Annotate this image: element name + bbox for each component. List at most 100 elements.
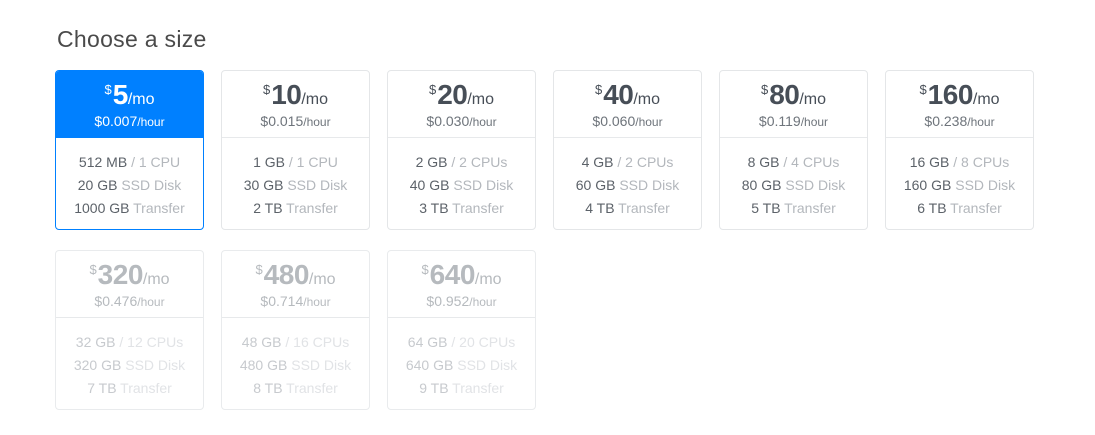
spec-value: 2 TB xyxy=(253,200,283,216)
monthly-price: $20/mo xyxy=(428,78,495,110)
size-grid: $5/mo $0.007/hour 512 MB / 1 CPU 20 GB S… xyxy=(55,70,1095,410)
spec-value: 40 GB xyxy=(409,177,450,193)
spec-value: 64 GB xyxy=(407,334,448,350)
spec-label: / 4 CPUs xyxy=(783,154,840,170)
currency-sign: $ xyxy=(760,81,769,97)
price-amount: 20 xyxy=(437,78,468,110)
price-period: /mo xyxy=(301,90,329,108)
hourly-period: /hour xyxy=(303,114,331,129)
price-period: /mo xyxy=(972,90,1000,108)
spec-value: 512 MB xyxy=(78,154,128,170)
spec-disk: 640 GB SSD Disk xyxy=(388,354,535,377)
spec-label: Transfer xyxy=(784,200,836,216)
hourly-price: $0.119/hour xyxy=(759,114,828,130)
spec-label: SSD Disk xyxy=(287,177,348,193)
spec-label: SSD Disk xyxy=(955,177,1016,193)
size-card-40mo[interactable]: $40/mo $0.060/hour 4 GB / 2 CPUs 60 GB S… xyxy=(553,70,702,230)
spec-list: 16 GB / 8 CPUs 160 GB SSD Disk 6 TB Tran… xyxy=(886,138,1033,220)
price-header: $320/mo $0.476/hour xyxy=(56,251,203,318)
spec-value: 320 GB xyxy=(73,357,122,373)
spec-label: SSD Disk xyxy=(457,357,518,373)
currency-sign: $ xyxy=(262,81,271,97)
spec-transfer: 6 TB Transfer xyxy=(886,197,1033,220)
spec-label: Transfer xyxy=(133,200,185,216)
currency-sign: $ xyxy=(255,261,263,277)
spec-label: Transfer xyxy=(452,380,504,396)
size-card-160mo[interactable]: $160/mo $0.238/hour 16 GB / 8 CPUs 160 G… xyxy=(885,70,1034,230)
spec-label: / 2 CPUs xyxy=(451,154,508,170)
spec-disk: 40 GB SSD Disk xyxy=(388,174,535,197)
size-card-320mo: $320/mo $0.476/hour 32 GB / 12 CPUs 320 … xyxy=(55,250,204,410)
spec-list: 2 GB / 2 CPUs 40 GB SSD Disk 3 TB Transf… xyxy=(388,138,535,220)
hourly-amount: $0.952 xyxy=(426,292,470,309)
currency-sign: $ xyxy=(428,81,437,97)
hourly-period: /hour xyxy=(469,114,497,129)
size-card-10mo[interactable]: $10/mo $0.015/hour 1 GB / 1 CPU 30 GB SS… xyxy=(221,70,370,230)
spec-disk: 320 GB SSD Disk xyxy=(56,354,203,377)
price-header: $5/mo $0.007/hour xyxy=(56,71,203,138)
spec-label: Transfer xyxy=(618,200,670,216)
monthly-price: $480/mo xyxy=(255,258,335,290)
spec-value: 9 TB xyxy=(419,380,449,396)
spec-label: Transfer xyxy=(286,380,338,396)
spec-value: 30 GB xyxy=(243,177,284,193)
hourly-price: $0.952/hour xyxy=(426,294,496,310)
spec-disk: 60 GB SSD Disk xyxy=(554,174,701,197)
spec-transfer: 4 TB Transfer xyxy=(554,197,701,220)
price-amount: 10 xyxy=(271,78,302,110)
price-amount: 80 xyxy=(769,78,800,110)
price-header: $10/mo $0.015/hour xyxy=(222,71,369,138)
spec-value: 1 GB xyxy=(253,154,285,170)
hourly-amount: $0.007 xyxy=(94,112,138,129)
price-period: /mo xyxy=(474,270,502,288)
size-card-5mo[interactable]: $5/mo $0.007/hour 512 MB / 1 CPU 20 GB S… xyxy=(55,70,204,230)
spec-disk: 480 GB SSD Disk xyxy=(222,354,369,377)
spec-label: / 16 CPUs xyxy=(285,334,350,350)
price-amount: 320 xyxy=(97,258,144,290)
spec-transfer: 9 TB Transfer xyxy=(388,377,535,400)
spec-transfer: 8 TB Transfer xyxy=(222,377,369,400)
spec-label: SSD Disk xyxy=(121,177,182,193)
spec-value: 8 GB xyxy=(747,154,780,170)
spec-ram-cpu: 512 MB / 1 CPU xyxy=(56,151,203,174)
spec-value: 5 TB xyxy=(751,200,781,216)
spec-disk: 30 GB SSD Disk xyxy=(222,174,369,197)
spec-label: SSD Disk xyxy=(125,357,186,373)
currency-sign: $ xyxy=(421,261,429,277)
hourly-amount: $0.476 xyxy=(94,292,138,309)
monthly-price: $5/mo xyxy=(105,80,155,109)
spec-label: / 12 CPUs xyxy=(119,334,184,350)
price-header: $160/mo $0.238/hour xyxy=(886,71,1033,138)
spec-label: / 20 CPUs xyxy=(451,334,516,350)
spec-ram-cpu: 1 GB / 1 CPU xyxy=(222,151,369,174)
size-card-80mo[interactable]: $80/mo $0.119/hour 8 GB / 4 CPUs 80 GB S… xyxy=(719,70,868,230)
hourly-price: $0.714/hour xyxy=(260,294,330,310)
spec-label: SSD Disk xyxy=(291,357,352,373)
hourly-amount: $0.714 xyxy=(260,292,304,309)
spec-value: 80 GB xyxy=(741,177,782,193)
price-amount: 480 xyxy=(263,258,310,290)
spec-value: 6 TB xyxy=(917,200,947,216)
monthly-price: $320/mo xyxy=(89,258,170,290)
hourly-price: $0.015/hour xyxy=(260,114,330,130)
price-period: /mo xyxy=(467,90,495,108)
hourly-price: $0.060/hour xyxy=(592,114,662,130)
page-title: Choose a size xyxy=(57,26,207,52)
spec-ram-cpu: 64 GB / 20 CPUs xyxy=(388,331,535,354)
spec-label: Transfer xyxy=(120,380,172,396)
price-header: $640/mo $0.952/hour xyxy=(388,251,535,318)
spec-value: 160 GB xyxy=(903,177,952,193)
spec-label: SSD Disk xyxy=(785,177,846,193)
hourly-period: /hour xyxy=(137,294,165,309)
spec-value: 32 GB xyxy=(75,334,116,350)
size-card-20mo[interactable]: $20/mo $0.030/hour 2 GB / 2 CPUs 40 GB S… xyxy=(387,70,536,230)
spec-transfer: 3 TB Transfer xyxy=(388,197,535,220)
hourly-period: /hour xyxy=(967,114,995,129)
price-period: /mo xyxy=(142,270,170,288)
spec-disk: 80 GB SSD Disk xyxy=(720,174,867,197)
price-header: $80/mo $0.119/hour xyxy=(720,71,867,138)
currency-sign: $ xyxy=(594,81,603,97)
monthly-price: $40/mo xyxy=(594,80,660,109)
hourly-period: /hour xyxy=(137,114,165,129)
spec-transfer: 2 TB Transfer xyxy=(222,197,369,220)
